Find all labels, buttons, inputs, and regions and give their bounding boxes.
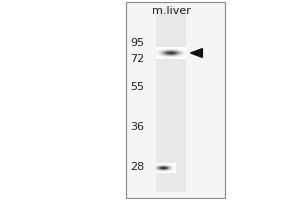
Text: 95: 95 — [130, 38, 144, 48]
Bar — [156, 8, 186, 192]
Text: m.liver: m.liver — [152, 6, 190, 16]
Text: 28: 28 — [130, 162, 144, 172]
Text: 72: 72 — [130, 54, 144, 64]
Text: 36: 36 — [130, 122, 144, 132]
Bar — [126, 2, 225, 198]
Text: 55: 55 — [130, 82, 144, 92]
Polygon shape — [190, 49, 202, 57]
